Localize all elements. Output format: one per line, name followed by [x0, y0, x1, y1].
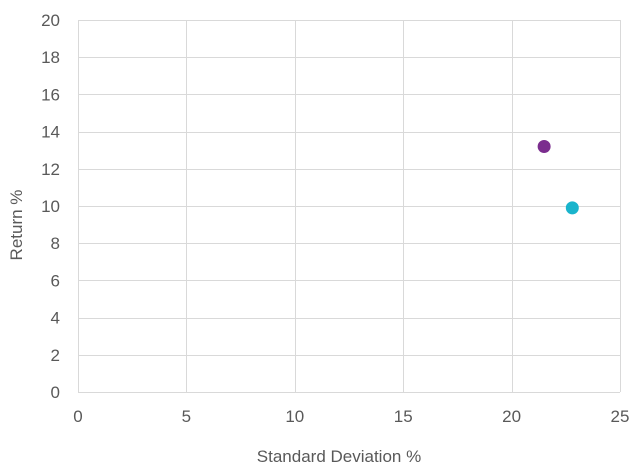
x-tick-label: 5 [182, 407, 191, 426]
grid-lines [77, 19, 622, 394]
y-tick-label: 0 [51, 383, 60, 402]
y-tick-label: 20 [41, 11, 60, 30]
y-tick-label: 10 [41, 197, 60, 216]
y-tick-label: 2 [51, 346, 60, 365]
y-tick-label: 8 [51, 234, 60, 253]
data-point [537, 139, 551, 153]
y-axis-title: Return % [7, 190, 26, 261]
x-tick-label: 10 [285, 407, 304, 426]
y-tick-label: 6 [51, 271, 60, 290]
y-tick-label: 12 [41, 160, 60, 179]
x-axis-title: Standard Deviation % [257, 447, 421, 464]
y-tick-label: 14 [41, 123, 60, 142]
y-tick-label: 18 [41, 48, 60, 67]
y-tick-label: 16 [41, 85, 60, 104]
tick-labels: 0 2 4 6 8 10 12 14 16 18 20 0 5 10 15 20 25 [41, 11, 629, 426]
data-points [537, 139, 579, 215]
y-tick-label: 4 [51, 309, 60, 328]
x-tick-label: 15 [394, 407, 413, 426]
x-tick-label: 20 [502, 407, 521, 426]
x-tick-label: 25 [611, 407, 630, 426]
data-point [565, 201, 579, 215]
x-tick-label: 0 [73, 407, 82, 426]
